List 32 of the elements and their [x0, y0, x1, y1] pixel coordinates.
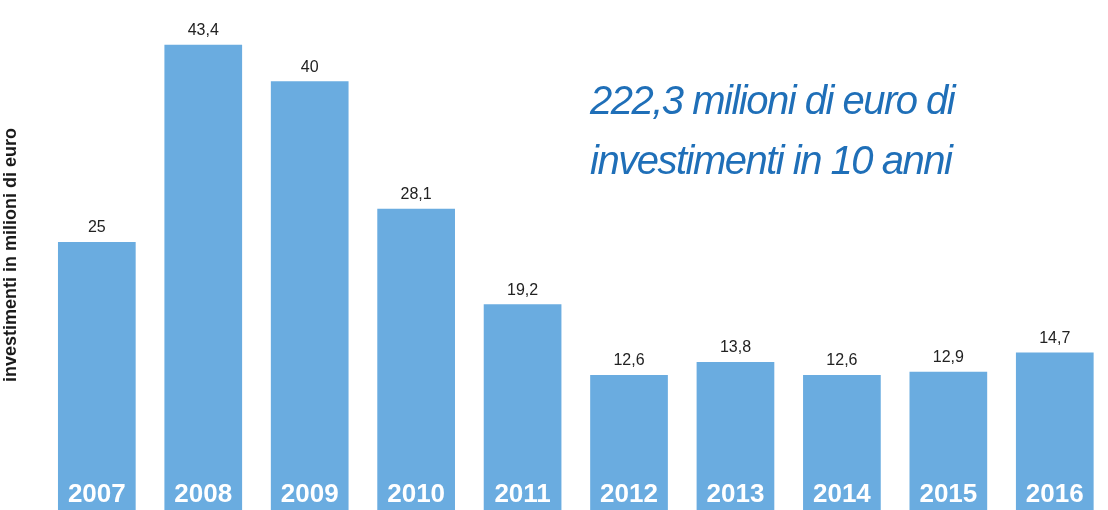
data-label: 43,4	[187, 21, 219, 39]
bar	[696, 362, 775, 510]
data-label: 13,8	[719, 338, 752, 356]
bar	[909, 371, 988, 510]
bar	[377, 208, 455, 510]
bar	[270, 81, 349, 510]
bar	[590, 374, 668, 510]
x-tick-label: 2012	[600, 478, 658, 509]
bar	[164, 44, 243, 510]
x-tick-label: 2016	[1025, 478, 1084, 509]
x-tick-label: 2010	[387, 478, 446, 509]
x-tick-label: 2015	[919, 478, 978, 509]
x-tick-label: 2009	[280, 478, 339, 509]
data-label: 12,6	[826, 351, 858, 369]
data-label: 25	[87, 218, 106, 236]
x-tick-label: 2007	[67, 478, 126, 509]
data-label: 12,6	[613, 351, 645, 369]
data-label: 40	[300, 57, 319, 75]
data-label: 19,2	[507, 280, 539, 298]
x-tick-label: 2008	[174, 478, 233, 509]
y-axis-title: investimenti in milioni di euro	[0, 127, 20, 383]
data-label: 12,9	[932, 348, 965, 366]
x-tick-label: 2014	[812, 478, 872, 509]
bar	[803, 374, 881, 510]
data-label: 14,7	[1039, 328, 1071, 346]
annotation: 222,3 milioni di euro di investimenti in 10 anni	[590, 77, 957, 184]
x-tick-label: 2011	[494, 478, 551, 509]
x-tick-label: 2013	[706, 478, 765, 509]
data-label: 28,1	[400, 185, 432, 203]
bar	[483, 304, 562, 510]
bar	[1015, 352, 1094, 510]
bar	[57, 241, 136, 510]
